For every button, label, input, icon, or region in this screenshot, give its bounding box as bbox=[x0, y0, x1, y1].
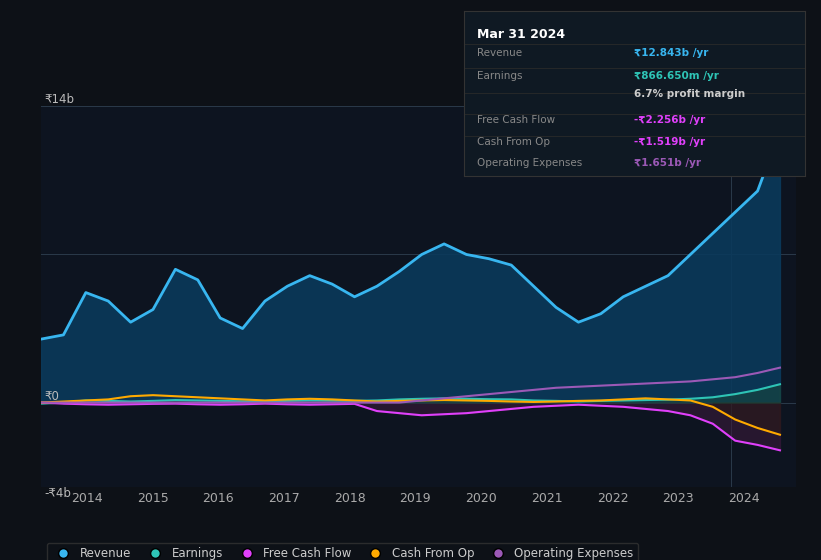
Text: -₹2.256b /yr: -₹2.256b /yr bbox=[635, 115, 705, 125]
Text: Mar 31 2024: Mar 31 2024 bbox=[478, 28, 566, 41]
Text: ₹0: ₹0 bbox=[44, 390, 59, 403]
Legend: Revenue, Earnings, Free Cash Flow, Cash From Op, Operating Expenses: Revenue, Earnings, Free Cash Flow, Cash … bbox=[47, 543, 638, 560]
Text: 6.7% profit margin: 6.7% profit margin bbox=[635, 89, 745, 99]
Text: Revenue: Revenue bbox=[478, 48, 523, 58]
Text: ₹14b: ₹14b bbox=[44, 94, 75, 106]
Text: Cash From Op: Cash From Op bbox=[478, 137, 551, 147]
Text: Earnings: Earnings bbox=[478, 72, 523, 82]
Text: ₹1.651b /yr: ₹1.651b /yr bbox=[635, 158, 701, 168]
Text: Free Cash Flow: Free Cash Flow bbox=[478, 115, 556, 125]
Text: -₹4b: -₹4b bbox=[44, 487, 71, 500]
Text: ₹12.843b /yr: ₹12.843b /yr bbox=[635, 48, 709, 58]
Text: Operating Expenses: Operating Expenses bbox=[478, 158, 583, 168]
Text: ₹866.650m /yr: ₹866.650m /yr bbox=[635, 72, 719, 82]
Text: -₹1.519b /yr: -₹1.519b /yr bbox=[635, 137, 705, 147]
